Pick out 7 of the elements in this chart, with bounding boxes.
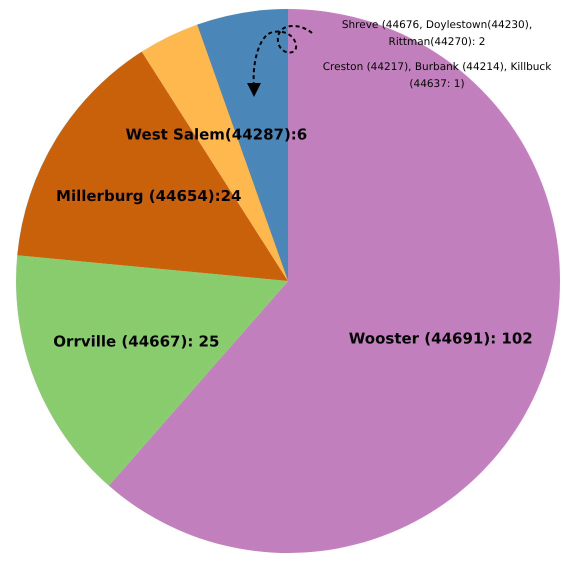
slice-label: West Salem(44287):6 [126,125,308,144]
text: Creston (44217), Burbank (44214), Killbuck (44637: 1) [322,61,552,90]
text: Shreve (44676, Doylestown(44230), Rittman(44270): 2 [342,19,532,48]
slice-label: Millerburg (44654):24 [56,186,242,205]
slice-label: Wooster (44691): 102 [348,329,533,348]
slice-label: Orrville (44667): 25 [53,332,220,350]
pie-slice [16,255,288,486]
